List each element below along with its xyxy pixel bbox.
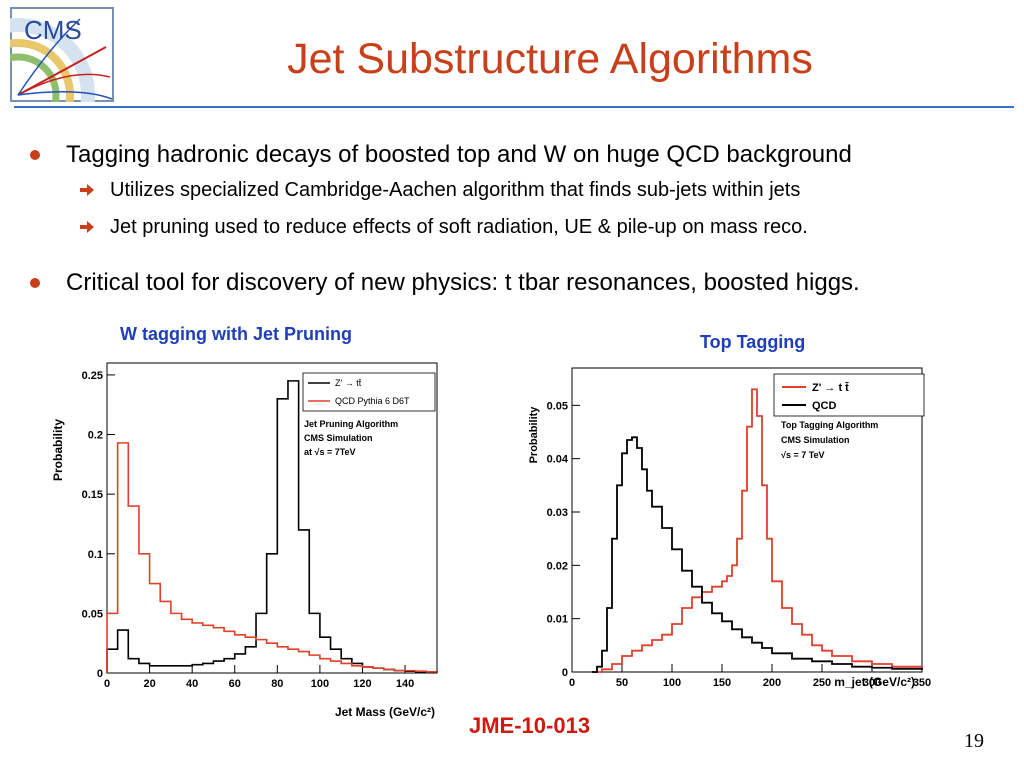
top-x-tick-label: 100	[663, 677, 681, 689]
cms-logo-text: CMS	[24, 15, 82, 45]
top-ylabel: Probability	[528, 406, 540, 464]
w-legend-zprime-label: Z' → tt̄	[335, 378, 362, 388]
top-annotation-2: CMS Simulation	[781, 435, 850, 445]
w-plot-axes-layer: 0 20 40 60 80 100 120 140 0 0.05 0.1 0.15 0.2 0.25	[82, 362, 438, 690]
cms-logo: CMS	[10, 7, 114, 102]
w-annotation-2: CMS Simulation	[304, 433, 373, 443]
top-tagging-plot: 0 50 100 150 200 250 300 350 0 0.01 0.02 0.03 0.04 0.…	[520, 360, 935, 690]
w-y-tick-label: 0	[97, 668, 103, 680]
reference-label: JME-10-013	[469, 713, 591, 738]
w-y-tick-label: 0.05	[82, 608, 103, 620]
top-legend-zprime-label: Z' → t t̄	[812, 382, 849, 394]
bullet-dot	[30, 278, 40, 288]
top-y-tick-label: 0	[562, 667, 568, 679]
sub-bullet-1: Utilizes specialized Cambridge-Aachen al…	[110, 179, 801, 201]
top-x-tick-label: 0	[569, 677, 575, 689]
arrow-icon	[80, 221, 94, 233]
top-plot-axes-layer: 0 50 100 150 200 250 300 350 0 0.01 0.02 0.03 0.04 0.…	[547, 367, 931, 689]
top-series-qcd-line	[592, 436, 923, 673]
w-y-tick-label: 0.25	[82, 370, 103, 382]
top-legend-box: Z' → t t̄ QCD	[773, 373, 925, 417]
title-divider	[14, 106, 1014, 108]
w-ylabel: Probability	[51, 419, 65, 481]
sub-bullet-2: Jet pruning used to reduce effects of so…	[110, 216, 808, 238]
top-xlabel: m_jet (GeV/c²)	[834, 675, 915, 689]
bullet-2: Critical tool for discovery of new physi…	[66, 269, 860, 296]
arrow-icon	[80, 184, 94, 196]
w-tagging-plot: 0 20 40 60 80 100 120 140 0 0.05 0.1 0.15 0.2 0.25 Z'…	[45, 355, 445, 720]
top-plot-frame	[571, 367, 923, 673]
top-x-tick-label: 350	[913, 677, 931, 689]
w-y-tick-label: 0.15	[82, 489, 103, 501]
top-x-tick-label: 300	[863, 677, 881, 689]
top-y-tick-label: 0.04	[547, 454, 569, 466]
w-xlabel: Jet Mass (GeV/c²)	[335, 705, 435, 719]
plot-heading-top-tagging: Top Tagging	[700, 332, 806, 352]
page-number: 19	[964, 730, 984, 752]
top-x-tick-label: 50	[616, 677, 628, 689]
w-y-tick-label: 0.2	[88, 430, 103, 442]
top-legend-qcd-label: QCD	[812, 400, 837, 412]
top-y-tick-label: 0.03	[547, 507, 568, 519]
w-annotation-1: Jet Pruning Algorithm	[304, 419, 398, 429]
w-x-tick-label: 140	[396, 678, 414, 690]
w-legend-qcd-label: QCD Pythia 6 D6T	[335, 396, 410, 406]
w-series-qcd-line	[106, 442, 437, 673]
top-x-tick-label: 250	[813, 677, 831, 689]
bullet-dot	[30, 150, 40, 160]
top-y-tick-label: 0.01	[547, 614, 568, 626]
top-x-tick-label: 150	[713, 677, 731, 689]
w-x-tick-label: 120	[353, 678, 371, 690]
w-legend-box: Z' → tt̄ QCD Pythia 6 D6T	[302, 372, 436, 412]
top-annotation-1: Top Tagging Algorithm	[781, 420, 878, 430]
w-x-tick-label: 20	[143, 678, 155, 690]
top-y-tick-label: 0.02	[547, 560, 568, 572]
w-annotation-3: at √s = 7TeV	[304, 447, 356, 457]
top-y-tick-label: 0.05	[547, 400, 568, 412]
plot-heading-w-tagging: W tagging with Jet Pruning	[120, 324, 352, 344]
w-y-tick-label: 0.1	[88, 549, 103, 561]
w-x-tick-label: 0	[104, 678, 110, 690]
top-annotation-3: √s = 7 TeV	[781, 450, 825, 460]
w-x-tick-label: 80	[271, 678, 283, 690]
bullet-1: Tagging hadronic decays of boosted top a…	[66, 141, 852, 168]
w-x-tick-label: 60	[229, 678, 241, 690]
w-x-tick-label: 40	[186, 678, 198, 690]
w-plot-frame	[106, 362, 438, 674]
top-x-tick-label: 200	[763, 677, 781, 689]
w-x-tick-label: 100	[311, 678, 329, 690]
slide-title: Jet Substructure Algorithms	[287, 35, 813, 83]
top-series-zprime-line	[592, 388, 923, 673]
